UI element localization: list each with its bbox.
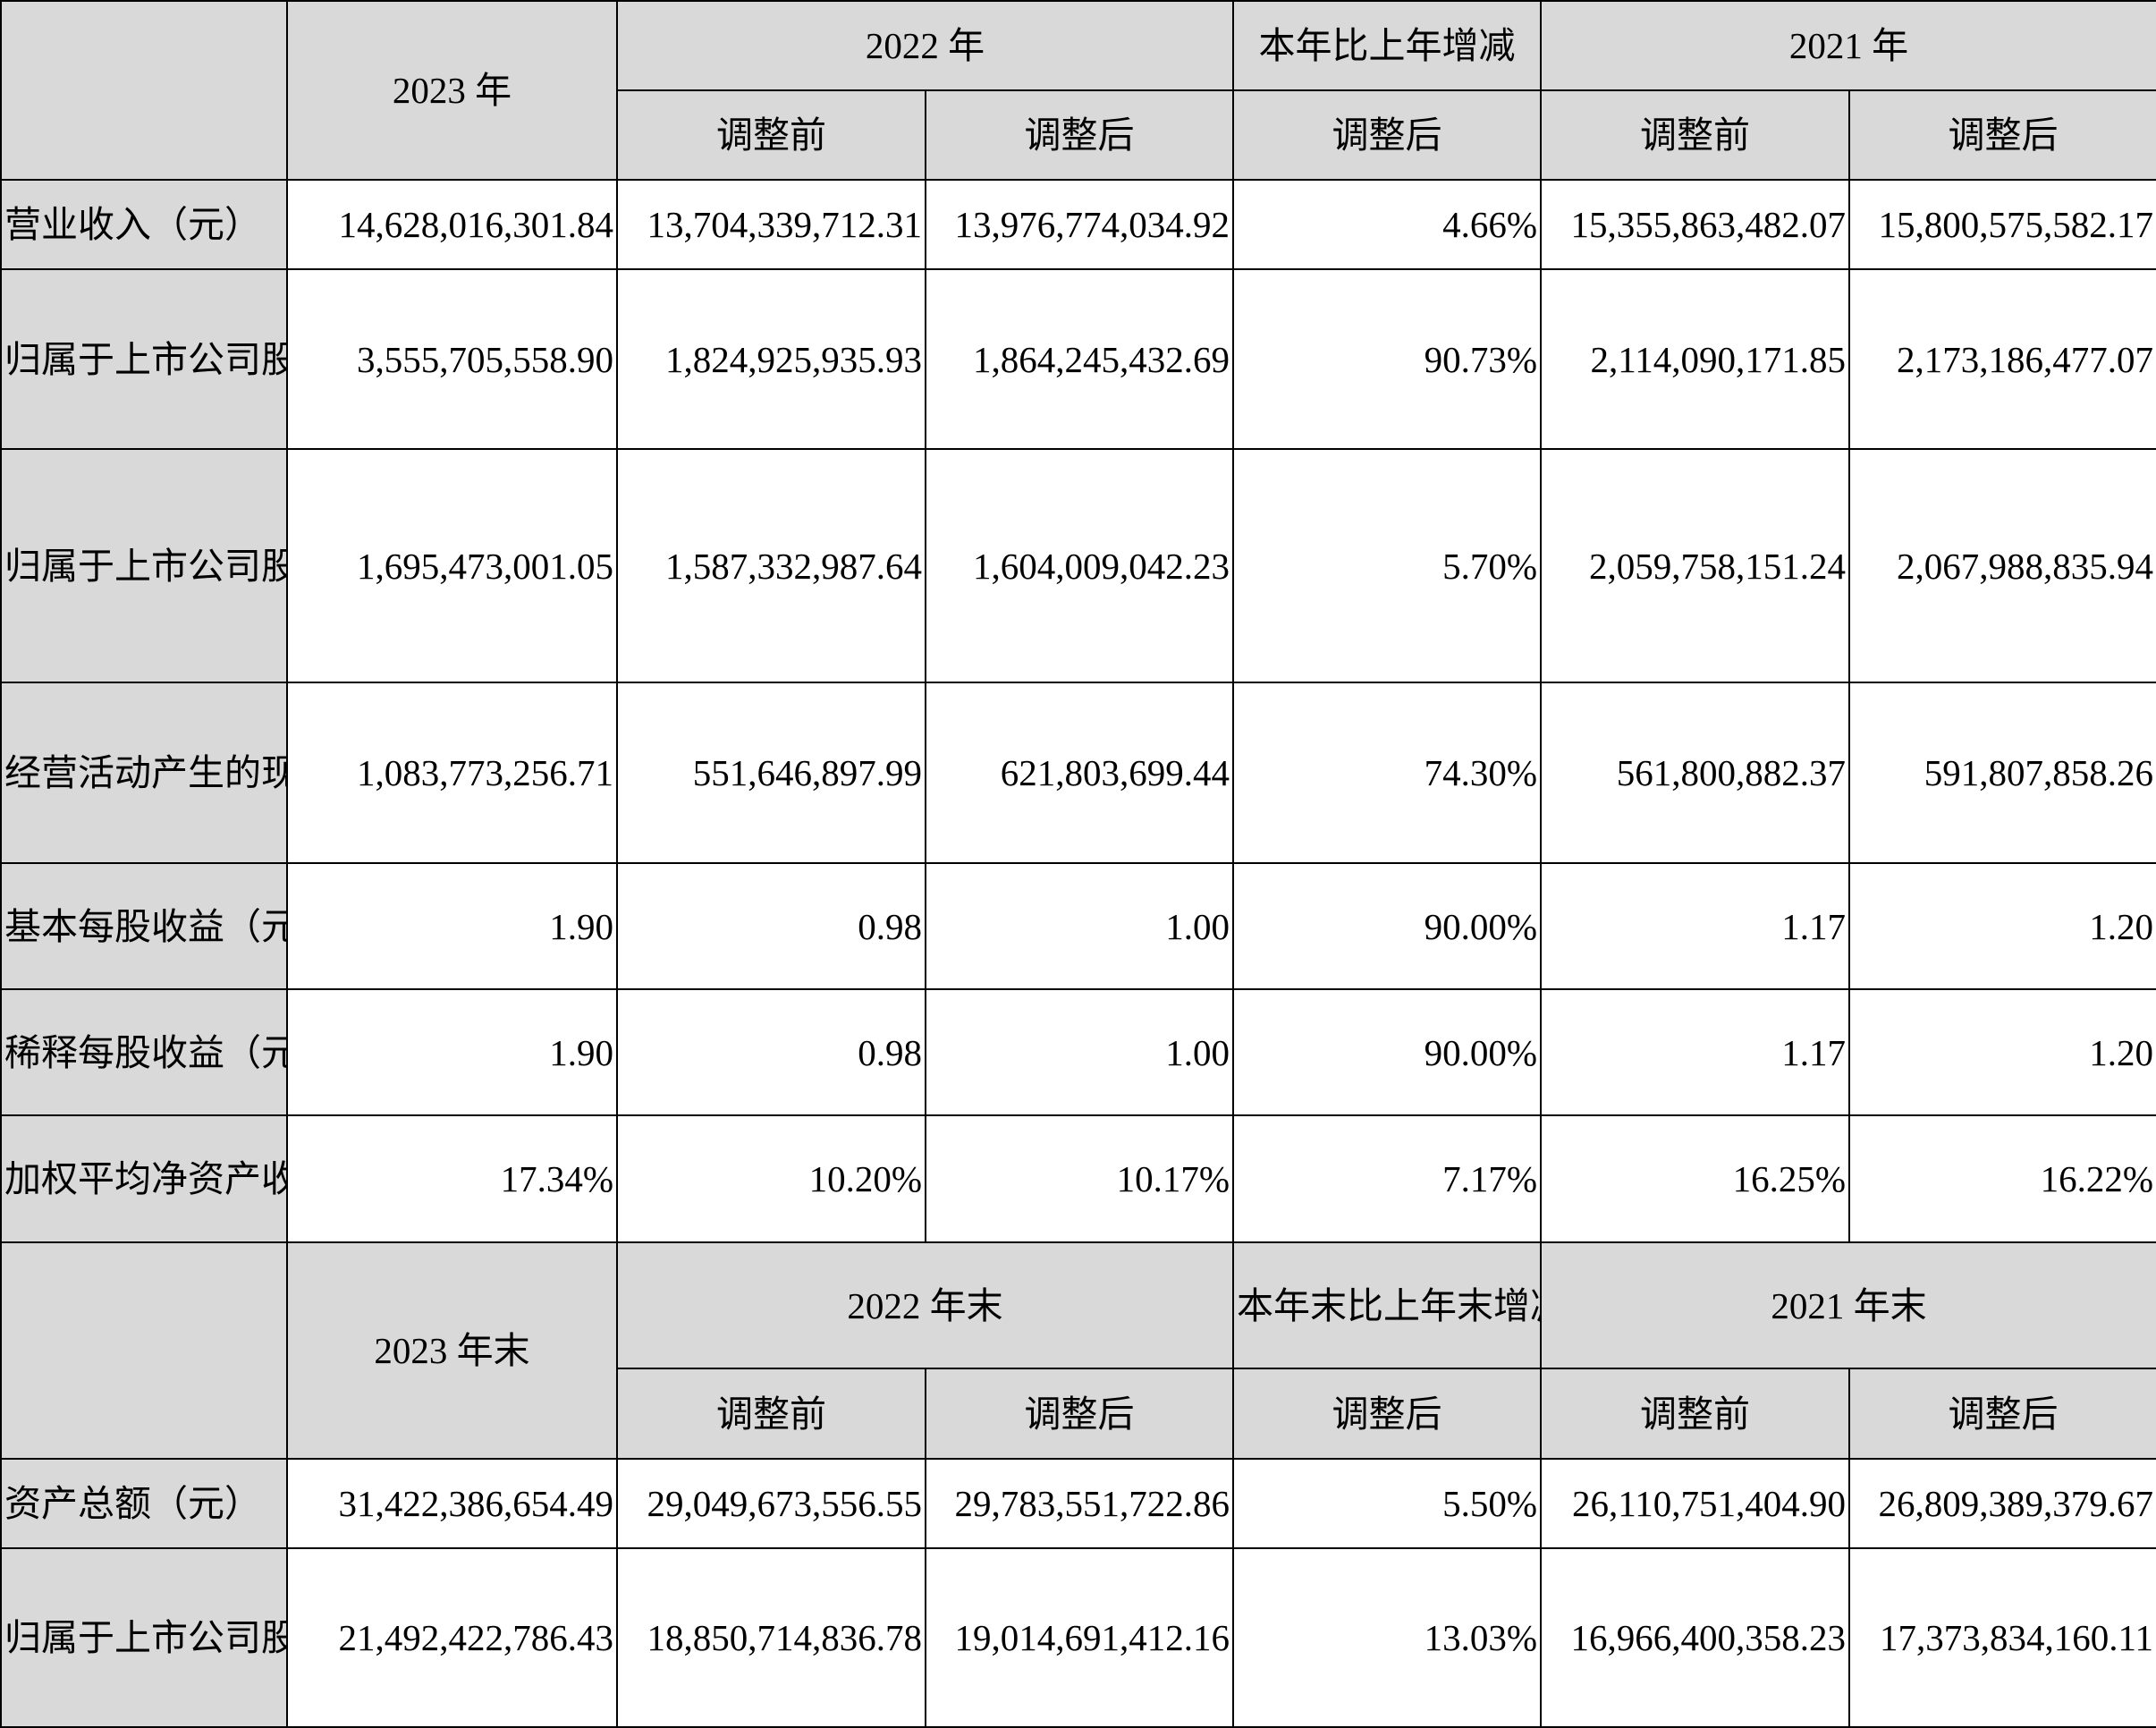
- table-row: 经营活动产生的现金流量净额（元） 1,083,773,256.71 551,64…: [0, 682, 2156, 864]
- cell-2023: 1.90: [286, 988, 618, 1116]
- subheader-2021-after: 调整后: [1848, 89, 2156, 181]
- cell-2023: 17.34%: [286, 1114, 618, 1243]
- header-yoy-change: 本年比上年增减: [1232, 0, 1542, 91]
- cell-yoy: 4.66%: [1232, 179, 1542, 270]
- row-label: 经营活动产生的现金流量净额（元）: [0, 682, 288, 864]
- cell-2021-after: 591,807,858.26: [1848, 682, 2156, 864]
- cell-2022-before: 551,646,897.99: [616, 682, 926, 864]
- cell-yoy: 90.00%: [1232, 988, 1542, 1116]
- subheader-row: 调整前 调整后 调整后 调整前 调整后: [1, 1368, 2156, 1460]
- cell-2022-after: 1,604,009,042.23: [925, 448, 1234, 683]
- header-row: 2023 年末 2022 年末 本年末比上年末增减 2021 年末: [0, 1241, 2156, 1460]
- header-year-2023: 2023 年: [286, 0, 618, 181]
- cell-2021-after: 2,173,186,477.07: [1848, 268, 2156, 450]
- row-label: 营业收入（元）: [0, 179, 288, 270]
- table-row: 归属于上市公司股东的扣除非经常性损益的净利润（元） 1,695,473,001.…: [0, 448, 2156, 683]
- row-label: 归属于上市公司股东的扣除非经常性损益的净利润（元）: [0, 448, 288, 683]
- cell-2021-after: 16.22%: [1848, 1114, 2156, 1243]
- header-year-end-yoy-change: 本年末比上年末增减: [1232, 1241, 1542, 1369]
- cell-2021-before: 2,114,090,171.85: [1540, 268, 1850, 450]
- subheader-row: 调整前 调整后 调整后 调整前 调整后: [1, 89, 2156, 181]
- cell-2023: 1.90: [286, 862, 618, 990]
- header-corner-cell: [0, 0, 288, 181]
- cell-2021-before: 2,059,758,151.24: [1540, 448, 1850, 683]
- cell-2022-before: 10.20%: [616, 1114, 926, 1243]
- subheader-2022-before: 调整前: [616, 89, 926, 181]
- cell-2022-after: 29,783,551,722.86: [925, 1458, 1234, 1549]
- row-label: 基本每股收益（元/股）: [0, 862, 288, 990]
- cell-2021-after: 1.20: [1848, 862, 2156, 990]
- cell-2021-after: 15,800,575,582.17: [1848, 179, 2156, 270]
- cell-2022-before: 0.98: [616, 988, 926, 1116]
- table-row: 基本每股收益（元/股） 1.90 0.98 1.00 90.00% 1.17 1…: [0, 862, 2156, 990]
- header-corner-cell: [0, 1241, 288, 1460]
- cell-2022-after: 1,864,245,432.69: [925, 268, 1234, 450]
- cell-yoy: 5.50%: [1232, 1458, 1542, 1549]
- header-year-end-2021: 2021 年末: [1540, 1241, 2156, 1369]
- header-year-end-yoy-text: 本年末比上年末增减: [1237, 1284, 1541, 1326]
- cell-2021-before: 26,110,751,404.90: [1540, 1458, 1850, 1549]
- header-year-end-2022: 2022 年末: [616, 1241, 1234, 1369]
- subheader-2022-after: 调整后: [925, 1368, 1234, 1460]
- cell-2022-before: 29,049,673,556.55: [616, 1458, 926, 1549]
- cell-2021-after: 2,067,988,835.94: [1848, 448, 2156, 683]
- cell-yoy: 13.03%: [1232, 1547, 1542, 1728]
- cell-2022-after: 19,014,691,412.16: [925, 1547, 1234, 1728]
- cell-2022-before: 13,704,339,712.31: [616, 179, 926, 270]
- cell-2023: 1,083,773,256.71: [286, 682, 618, 864]
- row-label: 资产总额（元）: [0, 1458, 288, 1549]
- subheader-2021-before: 调整前: [1540, 1368, 1850, 1460]
- cell-2022-after: 10.17%: [925, 1114, 1234, 1243]
- cell-2023: 14,628,016,301.84: [286, 179, 618, 270]
- table-row: 稀释每股收益（元/股） 1.90 0.98 1.00 90.00% 1.17 1…: [0, 988, 2156, 1116]
- cell-2021-before: 15,355,863,482.07: [1540, 179, 1850, 270]
- row-label: 归属于上市公司股东的净利润（元）: [0, 268, 288, 450]
- table-row: 归属于上市公司股东的净利润（元） 3,555,705,558.90 1,824,…: [0, 268, 2156, 450]
- subheader-2022-after: 调整后: [925, 89, 1234, 181]
- subheader-yoy-after: 调整后: [1232, 89, 1542, 181]
- header-row: 2023 年 2022 年 本年比上年增减 2021 年: [0, 0, 2156, 181]
- subheader-yoy-after: 调整后: [1232, 1368, 1542, 1460]
- cell-2021-before: 16.25%: [1540, 1114, 1850, 1243]
- cell-2021-before: 1.17: [1540, 862, 1850, 990]
- cell-2022-after: 13,976,774,034.92: [925, 179, 1234, 270]
- cell-yoy: 74.30%: [1232, 682, 1542, 864]
- cell-2021-before: 16,966,400,358.23: [1540, 1547, 1850, 1728]
- cell-2022-before: 0.98: [616, 862, 926, 990]
- cell-yoy: 5.70%: [1232, 448, 1542, 683]
- cell-2023: 3,555,705,558.90: [286, 268, 618, 450]
- cell-2023: 31,422,386,654.49: [286, 1458, 618, 1549]
- row-label: 归属于上市公司股东的净资产（元）: [0, 1547, 288, 1728]
- cell-2021-before: 1.17: [1540, 988, 1850, 1116]
- cell-2021-after: 1.20: [1848, 988, 2156, 1116]
- cell-2022-before: 1,824,925,935.93: [616, 268, 926, 450]
- cell-2021-after: 26,809,389,379.67: [1848, 1458, 2156, 1549]
- cell-2023: 1,695,473,001.05: [286, 448, 618, 683]
- subheader-2022-before: 调整前: [616, 1368, 926, 1460]
- cell-2022-before: 18,850,714,836.78: [616, 1547, 926, 1728]
- cell-2022-after: 621,803,699.44: [925, 682, 1234, 864]
- cell-yoy: 90.00%: [1232, 862, 1542, 990]
- header-year-end-2023: 2023 年末: [286, 1241, 618, 1460]
- subheader-2021-after: 调整后: [1848, 1368, 2156, 1460]
- cell-yoy: 7.17%: [1232, 1114, 1542, 1243]
- cell-2022-after: 1.00: [925, 988, 1234, 1116]
- header-year-2021: 2021 年: [1540, 0, 2156, 91]
- table-row: 归属于上市公司股东的净资产（元） 21,492,422,786.43 18,85…: [0, 1547, 2156, 1728]
- cell-2021-before: 561,800,882.37: [1540, 682, 1850, 864]
- cell-2021-after: 17,373,834,160.11: [1848, 1547, 2156, 1728]
- row-label: 加权平均净资产收益率: [0, 1114, 288, 1243]
- table-row: 资产总额（元） 31,422,386,654.49 29,049,673,556…: [0, 1458, 2156, 1549]
- subheader-2021-before: 调整前: [1540, 89, 1850, 181]
- cell-2022-before: 1,587,332,987.64: [616, 448, 926, 683]
- table-row: 加权平均净资产收益率 17.34% 10.20% 10.17% 7.17% 16…: [0, 1114, 2156, 1243]
- row-label: 稀释每股收益（元/股）: [0, 988, 288, 1116]
- table-row: 营业收入（元） 14,628,016,301.84 13,704,339,712…: [0, 179, 2156, 270]
- cell-2023: 21,492,422,786.43: [286, 1547, 618, 1728]
- header-year-2022: 2022 年: [616, 0, 1234, 91]
- cell-2022-after: 1.00: [925, 862, 1234, 990]
- cell-yoy: 90.73%: [1232, 268, 1542, 450]
